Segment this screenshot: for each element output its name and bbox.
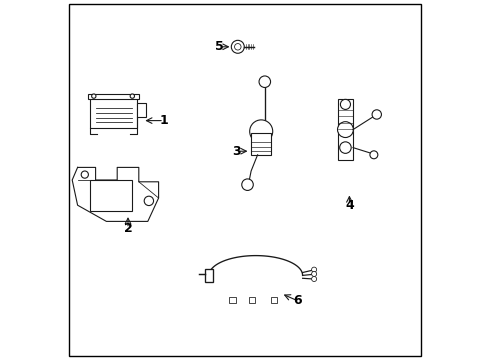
Circle shape [130, 94, 134, 98]
Circle shape [312, 271, 317, 276]
Circle shape [144, 196, 153, 206]
Bar [229, 297, 236, 303]
Text: 5: 5 [216, 40, 224, 53]
Text: 4: 4 [345, 199, 354, 212]
Bar [270, 297, 277, 303]
Bar [249, 297, 255, 303]
Bar [90, 180, 132, 211]
Text: 6: 6 [293, 294, 301, 307]
Bar [90, 97, 137, 128]
Text: 3: 3 [232, 145, 240, 158]
Bar [137, 103, 146, 117]
Circle shape [259, 76, 270, 87]
Circle shape [341, 99, 350, 109]
Circle shape [312, 267, 317, 272]
Text: 1: 1 [160, 114, 169, 127]
Circle shape [235, 44, 241, 50]
Circle shape [340, 142, 351, 153]
Circle shape [242, 179, 253, 190]
Circle shape [370, 151, 378, 159]
Circle shape [81, 171, 88, 178]
Bar [88, 94, 139, 99]
Bar [205, 269, 213, 282]
Circle shape [92, 94, 96, 98]
Circle shape [312, 276, 317, 282]
Text: 2: 2 [123, 222, 132, 235]
Circle shape [338, 122, 353, 138]
Bar [338, 99, 353, 160]
Circle shape [231, 40, 245, 53]
Bar [251, 133, 271, 155]
Circle shape [250, 120, 273, 143]
Circle shape [372, 110, 381, 119]
